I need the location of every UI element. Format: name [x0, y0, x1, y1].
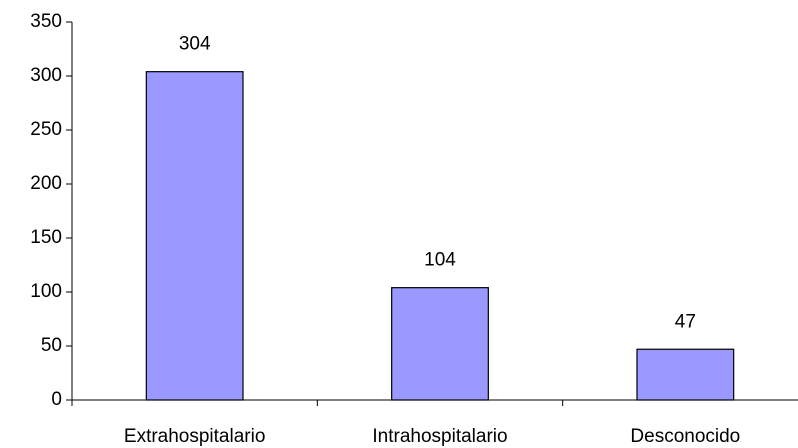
- y-tick-label: 100: [30, 281, 62, 302]
- y-tick-label: 0: [51, 389, 62, 410]
- data-label: 304: [179, 34, 211, 55]
- y-tick-label: 350: [30, 11, 62, 32]
- y-tick-label: 50: [41, 335, 62, 356]
- bar: [391, 287, 489, 401]
- x-tick-label: Extrahospitalario: [124, 426, 266, 447]
- y-tick-label: 150: [30, 227, 62, 248]
- data-label: 104: [424, 250, 456, 271]
- y-tick-label: 250: [30, 119, 62, 140]
- x-tick-label: Desconocido: [630, 426, 740, 447]
- data-label: 47: [675, 311, 696, 332]
- y-tick-label: 300: [30, 65, 62, 86]
- bar: [145, 71, 244, 401]
- y-tick-label: 200: [30, 173, 62, 194]
- bar: [636, 348, 735, 401]
- x-tick-label: Intrahospitalario: [372, 426, 507, 447]
